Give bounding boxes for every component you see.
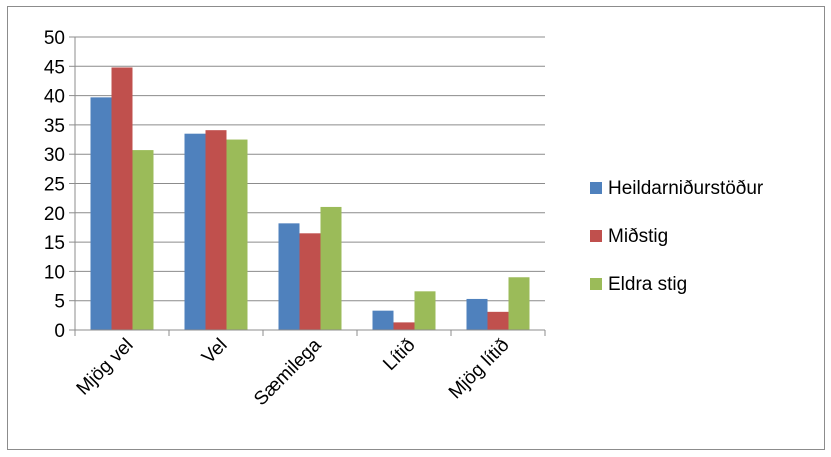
- y-tick-label: 15: [44, 233, 65, 254]
- x-category-label: Mjög vel: [73, 335, 138, 400]
- y-tick-label: 40: [44, 87, 65, 108]
- axes: [74, 37, 546, 336]
- y-tick-label: 25: [44, 175, 65, 196]
- bars: [90, 67, 530, 331]
- bar: [372, 310, 394, 330]
- legend-swatch: [590, 182, 602, 194]
- y-tick-label: 5: [54, 292, 65, 313]
- x-category-label: Lítið: [379, 335, 419, 375]
- x-axis-category-labels: Mjög vel Vel Sæmilega Lítið Mjög lítið: [73, 334, 514, 410]
- y-tick-label: 50: [44, 28, 65, 49]
- y-tick-label: 20: [44, 204, 65, 225]
- bar: [393, 322, 415, 330]
- bar: [466, 298, 488, 330]
- y-tick-label: 30: [44, 145, 65, 166]
- bar: [414, 291, 436, 330]
- bar: [132, 150, 154, 330]
- bar: [226, 139, 248, 330]
- y-tick-label: 10: [44, 262, 65, 283]
- bar: [299, 233, 321, 330]
- bar: [90, 97, 112, 330]
- legend-label: Miðstig: [608, 226, 668, 247]
- legend-swatch: [590, 278, 602, 290]
- x-category-label: Vel: [198, 335, 232, 369]
- y-axis-tick-labels: 0 5 10 15 20 25 30 35 40 45 50: [44, 28, 65, 342]
- bar: [184, 133, 206, 330]
- x-category-label: Mjög lítið: [445, 335, 514, 404]
- bar: [111, 67, 133, 331]
- legend-label: Heildarniðurstöður: [608, 178, 764, 199]
- y-tick-label: 35: [44, 116, 65, 137]
- legend-label: Eldra stig: [608, 274, 687, 295]
- legend: Heildarniðurstöður Miðstig Eldra stig: [590, 178, 764, 295]
- bar: [205, 130, 227, 330]
- bar: [320, 206, 342, 330]
- y-tick-label: 45: [44, 57, 65, 78]
- legend-swatch: [590, 230, 602, 242]
- bar: [508, 277, 530, 330]
- bar: [487, 311, 509, 330]
- x-category-label: Sæmilega: [250, 334, 326, 410]
- bar: [278, 223, 300, 330]
- y-tick-label: 0: [54, 321, 65, 342]
